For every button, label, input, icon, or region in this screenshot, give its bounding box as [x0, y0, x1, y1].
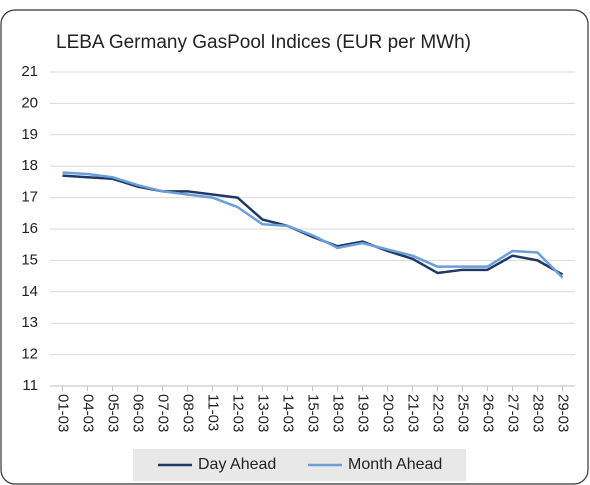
y-tick-label: 11 — [22, 377, 38, 394]
x-tick-label: 22-03 — [430, 394, 447, 432]
y-tick-label: 17 — [21, 189, 38, 206]
x-tick-label: 06-03 — [130, 394, 147, 432]
x-tick-label: 12-03 — [230, 394, 247, 432]
x-tick-label: 19-03 — [355, 394, 372, 432]
x-tick-label: 13-03 — [255, 394, 272, 432]
legend-label: Month Ahead — [348, 456, 442, 473]
x-tick-label: 27-03 — [505, 394, 522, 432]
x-tick-label: 28-03 — [530, 394, 547, 432]
legend-label: Day Ahead — [198, 456, 276, 473]
y-tick-label: 16 — [21, 220, 38, 237]
x-tick-label: 08-03 — [180, 394, 197, 432]
x-tick-label: 21-03 — [405, 394, 422, 432]
x-tick-label: 07-03 — [155, 394, 172, 432]
y-tick-label: 13 — [21, 314, 38, 331]
chart-title: LEBA Germany GasPool Indices (EUR per MW… — [56, 32, 471, 53]
y-tick-label: 19 — [21, 126, 38, 143]
x-tick-label: 01-03 — [55, 394, 72, 432]
x-tick-label: 18-03 — [330, 394, 347, 432]
x-tick-label: 04-03 — [80, 394, 97, 432]
y-tick-label: 15 — [21, 251, 38, 268]
y-tick-label: 12 — [21, 346, 38, 363]
x-tick-label: 11-03 — [205, 394, 222, 431]
y-tick-label: 18 — [21, 157, 38, 174]
y-tick-label: 14 — [21, 283, 38, 300]
x-tick-label: 05-03 — [105, 394, 122, 432]
x-tick-label: 15-03 — [305, 394, 322, 432]
x-tick-label: 20-03 — [380, 394, 397, 432]
chart-border — [0, 9, 589, 485]
x-tick-label: 14-03 — [280, 394, 297, 432]
x-tick-label: 26-03 — [480, 394, 497, 432]
y-tick-label: 20 — [21, 94, 38, 111]
x-tick-label: 29-03 — [555, 394, 572, 432]
y-tick-label: 21 — [21, 63, 38, 80]
x-tick-label: 25-03 — [455, 394, 472, 432]
series-line — [62, 171, 564, 279]
